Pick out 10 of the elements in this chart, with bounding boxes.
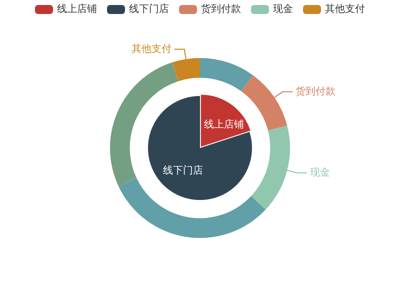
legend-label: 线下门店: [129, 2, 169, 16]
legend-label: 其他支付: [325, 2, 365, 16]
slice-label: 线下门店: [163, 164, 204, 177]
slice-label: 货到付款: [296, 85, 336, 98]
legend-label: 货到付款: [201, 3, 241, 16]
slice-label: 现金: [310, 166, 330, 178]
legend-label: 线上店铺: [57, 2, 97, 16]
legend-label: 现金: [273, 3, 293, 16]
slice-label: 其他支付: [131, 42, 172, 55]
slice-label: 线上店铺: [204, 118, 244, 130]
